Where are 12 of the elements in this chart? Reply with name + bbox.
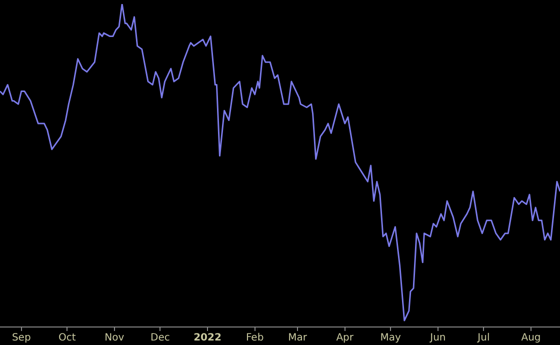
x-tick-label: Aug <box>521 332 541 344</box>
x-tick-label: 2022 <box>194 332 222 344</box>
x-tick-label: Oct <box>58 332 76 344</box>
x-tick-label: Dec <box>150 332 170 344</box>
x-tick-label: Feb <box>246 332 264 344</box>
x-tick-label: Jun <box>429 332 446 344</box>
x-tick-label: Jul <box>476 332 490 344</box>
x-tick-label: Mar <box>288 332 308 344</box>
x-tick-label: May <box>380 332 402 344</box>
x-tick-label: Nov <box>104 332 124 344</box>
x-tick-label: Sep <box>12 332 31 344</box>
x-tick-label: Apr <box>336 332 354 344</box>
